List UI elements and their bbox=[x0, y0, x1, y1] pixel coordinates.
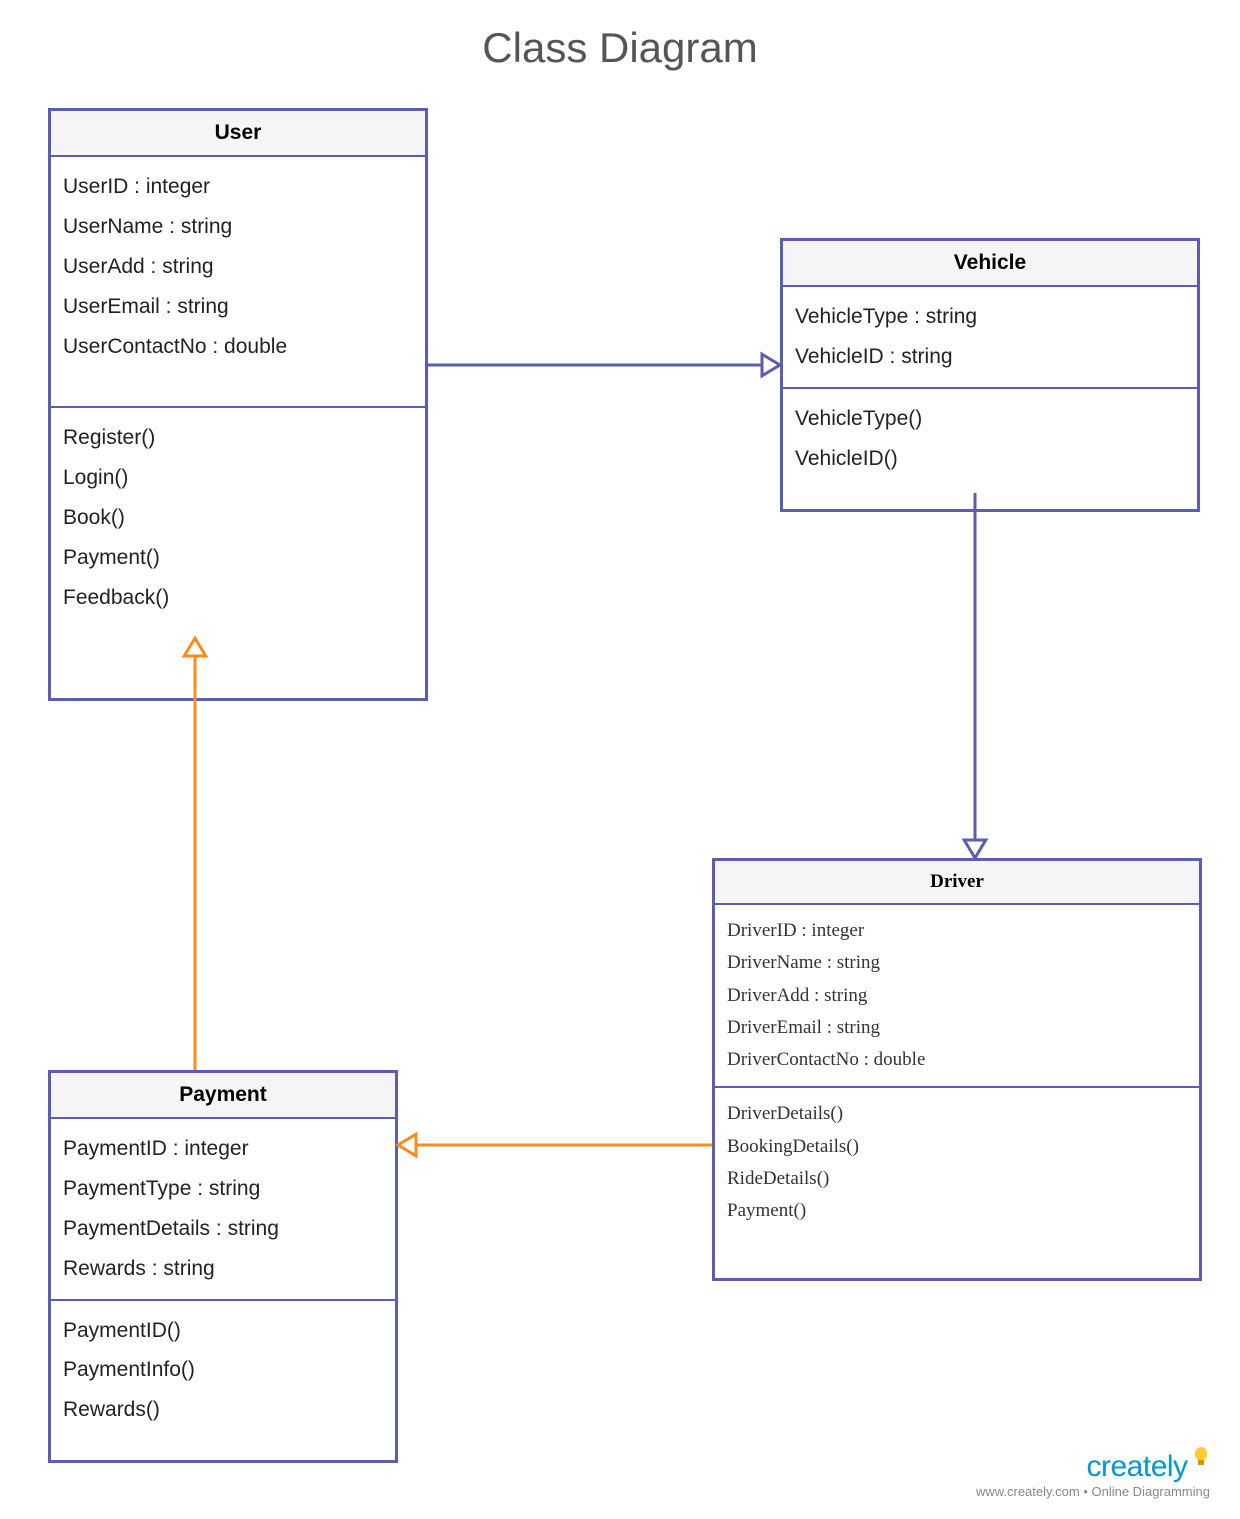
class-attrs-vehicle: VehicleType : stringVehicleID : string bbox=[780, 287, 1200, 389]
class-attrs-payment: PaymentID : integerPaymentType : stringP… bbox=[48, 1119, 398, 1301]
spacer bbox=[63, 1430, 383, 1450]
class-method-line: Register() bbox=[63, 418, 413, 458]
class-attrs-user: UserID : integerUserName : stringUserAdd… bbox=[48, 157, 428, 408]
class-attr-line: UserContactNo : double bbox=[63, 327, 413, 367]
class-method-line: BookingDetails() bbox=[727, 1131, 1187, 1163]
class-header-user: User bbox=[48, 108, 428, 157]
class-header-driver: Driver bbox=[712, 858, 1202, 905]
bulb-icon bbox=[1192, 1446, 1210, 1468]
class-attr-line: PaymentType : string bbox=[63, 1169, 383, 1209]
class-header-vehicle: Vehicle bbox=[780, 238, 1200, 287]
class-method-line: Login() bbox=[63, 458, 413, 498]
class-method-line: Payment() bbox=[727, 1195, 1187, 1227]
class-method-line: Rewards() bbox=[63, 1390, 383, 1430]
footer-sub: www.creately.com • Online Diagramming bbox=[976, 1484, 1210, 1499]
class-methods-driver: DriverDetails()BookingDetails()RideDetai… bbox=[712, 1088, 1202, 1280]
class-attr-line: PaymentID : integer bbox=[63, 1129, 383, 1169]
class-box-payment: Payment PaymentID : integerPaymentType :… bbox=[48, 1070, 398, 1463]
spacer bbox=[727, 1228, 1187, 1268]
spacer bbox=[63, 366, 413, 396]
class-box-vehicle: Vehicle VehicleType : stringVehicleID : … bbox=[780, 238, 1200, 512]
class-header-payment: Payment bbox=[48, 1070, 398, 1119]
class-box-driver: Driver DriverID : integerDriverName : st… bbox=[712, 858, 1202, 1281]
class-attr-line: VehicleType : string bbox=[795, 297, 1185, 337]
footer: creately www.creately.com • Online Diagr… bbox=[976, 1446, 1210, 1499]
class-method-line: DriverDetails() bbox=[727, 1098, 1187, 1130]
class-attr-line: VehicleID : string bbox=[795, 337, 1185, 377]
arrowhead-icon bbox=[762, 354, 780, 376]
class-attrs-driver: DriverID : integerDriverName : stringDri… bbox=[712, 905, 1202, 1088]
class-methods-user: Register()Login()Book()Payment()Feedback… bbox=[48, 408, 428, 700]
class-methods-payment: PaymentID()PaymentInfo()Rewards() bbox=[48, 1301, 398, 1464]
class-method-line: Payment() bbox=[63, 538, 413, 578]
class-method-line: PaymentID() bbox=[63, 1311, 383, 1351]
class-attr-line: Rewards : string bbox=[63, 1249, 383, 1289]
class-attr-line: DriverEmail : string bbox=[727, 1012, 1187, 1044]
class-attr-line: UserID : integer bbox=[63, 167, 413, 207]
class-attr-line: DriverID : integer bbox=[727, 915, 1187, 947]
class-attr-line: UserEmail : string bbox=[63, 287, 413, 327]
class-method-line: Feedback() bbox=[63, 578, 413, 618]
arrowhead-icon bbox=[964, 840, 986, 858]
footer-brand: creately bbox=[1087, 1450, 1188, 1483]
class-attr-line: DriverAdd : string bbox=[727, 980, 1187, 1012]
class-method-line: RideDetails() bbox=[727, 1163, 1187, 1195]
class-box-user: User UserID : integerUserName : stringUs… bbox=[48, 108, 428, 701]
class-attr-line: PaymentDetails : string bbox=[63, 1209, 383, 1249]
class-method-line: PaymentInfo() bbox=[63, 1350, 383, 1390]
arrowhead-icon bbox=[398, 1134, 416, 1156]
class-method-line: VehicleType() bbox=[795, 399, 1185, 439]
page-title: Class Diagram bbox=[0, 24, 1240, 72]
class-methods-vehicle: VehicleType()VehicleID() bbox=[780, 389, 1200, 512]
class-method-line: Book() bbox=[63, 498, 413, 538]
spacer bbox=[795, 479, 1185, 499]
class-method-line: VehicleID() bbox=[795, 439, 1185, 479]
class-attr-line: DriverName : string bbox=[727, 947, 1187, 979]
class-attr-line: DriverContactNo : double bbox=[727, 1044, 1187, 1076]
class-attr-line: UserName : string bbox=[63, 207, 413, 247]
spacer bbox=[63, 618, 413, 688]
class-attr-line: UserAdd : string bbox=[63, 247, 413, 287]
